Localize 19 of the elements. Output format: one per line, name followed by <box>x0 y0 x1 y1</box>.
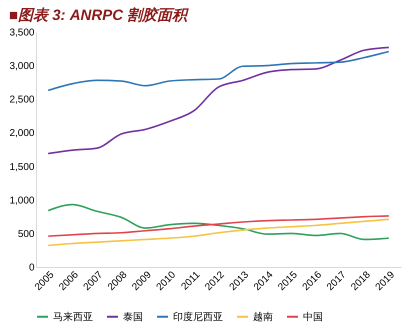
y-tick-label: 2,000 <box>9 128 35 140</box>
legend-label: 泰国 <box>123 312 143 323</box>
line-series <box>47 218 390 246</box>
legend-label: 马来西亚 <box>53 310 93 323</box>
legend-label: 中国 <box>303 310 323 323</box>
line-series <box>47 50 390 92</box>
y-tick-label: 3,500 <box>9 28 35 38</box>
y-tick-label: 2,500 <box>9 94 35 106</box>
y-tick-label: 1,000 <box>9 195 35 206</box>
legend-label: 越南 <box>253 310 273 323</box>
line-series <box>47 204 390 240</box>
chart-title: ■图表 3: ANRPC 割胶面积 <box>8 6 190 24</box>
y-tick-label: 500 <box>18 228 35 240</box>
y-tick-label: 3,000 <box>9 61 35 72</box>
line-series <box>47 215 390 237</box>
line-series <box>47 46 390 154</box>
y-tick-label: 1,500 <box>9 162 35 173</box>
legend-label: 印度尼西亚 <box>173 310 223 323</box>
y-tick-label: 0 <box>28 262 35 274</box>
